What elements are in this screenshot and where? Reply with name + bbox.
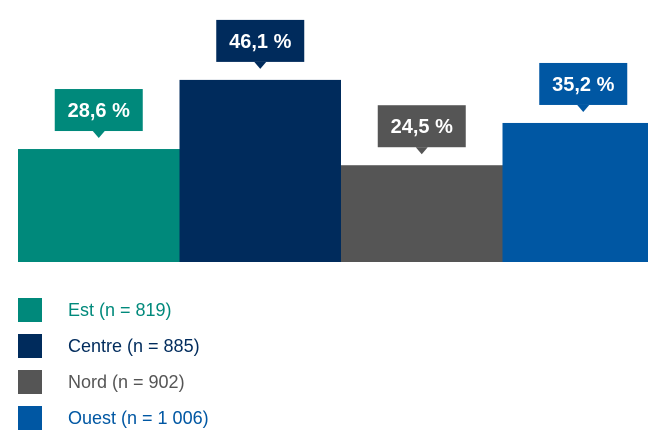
legend-swatch — [18, 370, 42, 394]
legend-swatch — [18, 334, 42, 358]
legend-label: Ouest (n = 1 006) — [68, 407, 209, 428]
legend-label: Centre (n = 885) — [68, 335, 200, 356]
data-label-callout-2: 24,5 % — [377, 105, 466, 155]
bar-3 — [502, 122, 648, 263]
data-label-box-3 — [539, 62, 628, 105]
data-label-2: 24,5 % — [391, 116, 453, 138]
data-label-callout-1: 46,1 % — [216, 19, 305, 69]
legend-swatch — [18, 298, 42, 322]
data-label-box-2 — [377, 105, 466, 148]
data-label-pointer-0 — [92, 131, 105, 139]
data-label-pointer-1 — [254, 61, 267, 69]
legend-label: Nord (n = 902) — [68, 371, 185, 392]
data-label-box-1 — [216, 19, 305, 62]
legend: Est (n = 819) Centre (n = 885) Nord (n = 9… — [18, 292, 209, 436]
legend-item: Centre (n = 885) — [18, 328, 209, 364]
data-label-1: 46,1 % — [229, 31, 291, 53]
bar-2 — [341, 165, 503, 262]
data-label-box-0 — [54, 89, 143, 132]
bar-1 — [179, 79, 341, 262]
legend-label: Est (n = 819) — [68, 299, 172, 320]
legend-item: Nord (n = 902) — [18, 364, 209, 400]
data-label-0: 28,6 % — [68, 100, 130, 122]
legend-item: Ouest (n = 1 006) — [18, 400, 209, 436]
data-label-callout-3: 35,2 % — [539, 62, 628, 112]
legend-item: Est (n = 819) — [18, 292, 209, 328]
data-label-3: 35,2 % — [552, 74, 614, 96]
data-label-callout-0: 28,6 % — [54, 89, 143, 139]
bar-0 — [18, 149, 180, 262]
data-label-pointer-2 — [415, 147, 428, 155]
data-label-pointer-3 — [577, 104, 590, 112]
legend-swatch — [18, 406, 42, 430]
bar-chart: 28,6 % 46,1 % 24,5 % 35,2 % — [18, 19, 648, 263]
